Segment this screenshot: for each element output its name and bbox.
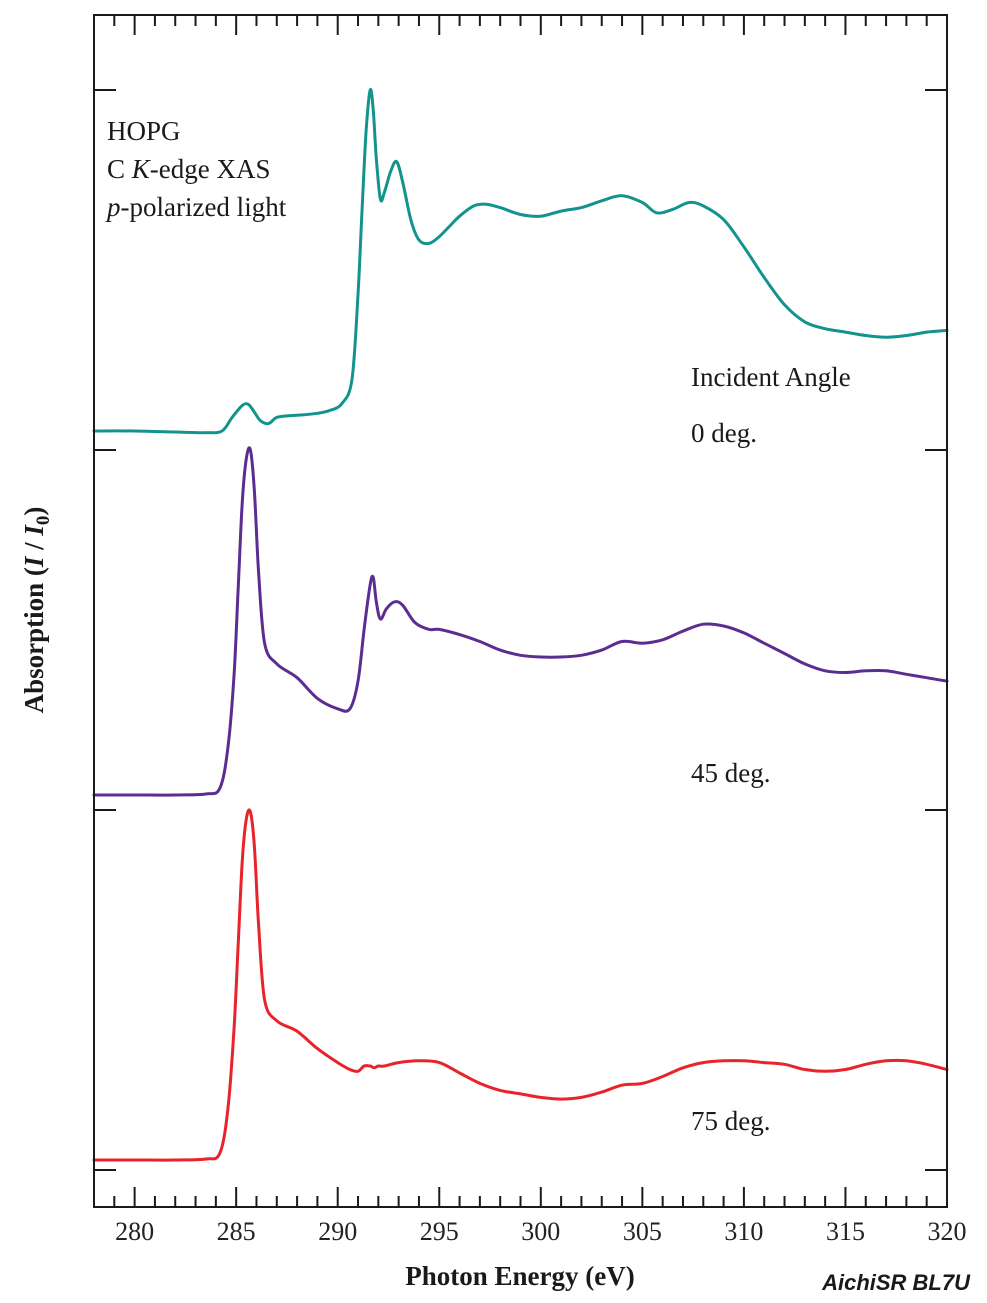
y-axis-title: Absorption (I / I0) <box>19 507 54 714</box>
x-tick-label: 320 <box>928 1217 967 1246</box>
edge-label: C K-edge XAS <box>107 154 271 184</box>
beamline-credit: AichiSR BL7U <box>821 1270 971 1295</box>
x-tick-label: 305 <box>623 1217 662 1246</box>
series-line-45-deg <box>92 446 949 797</box>
x-tick-label: 315 <box>826 1217 865 1246</box>
incident-angle-header: Incident Angle <box>691 362 851 392</box>
x-tick-label: 280 <box>115 1217 154 1246</box>
polarization-label: p-polarized light <box>105 192 287 222</box>
pol-p: p <box>105 192 121 222</box>
plot-frame <box>93 14 948 1208</box>
y-title-i0: I <box>19 524 49 537</box>
spectra <box>92 87 949 1162</box>
series-line-0-deg <box>92 87 949 435</box>
series-line-75-deg <box>92 808 949 1162</box>
y-title-i: I <box>19 555 49 568</box>
x-tick-label: 295 <box>420 1217 459 1246</box>
x-tick-label: 285 <box>217 1217 256 1246</box>
edge-k: K <box>131 154 152 184</box>
x-tick-label: 300 <box>521 1217 560 1246</box>
series-label-75deg: 75 deg. <box>691 1106 770 1136</box>
x-axis-title: Photon Energy (eV) <box>405 1261 634 1291</box>
pol-suffix: -polarized light <box>121 192 287 222</box>
sample-label: HOPG <box>107 116 181 146</box>
series-label-45deg: 45 deg. <box>691 758 770 788</box>
y-title-sub: 0 <box>33 516 54 526</box>
edge-suffix: -edge XAS <box>150 154 271 184</box>
x-tick-label: 310 <box>724 1217 763 1246</box>
axis-ticks <box>93 15 948 1207</box>
edge-prefix: C <box>107 154 132 184</box>
x-tick-labels: 280 285 290 295 300 305 310 315 320 <box>115 1217 966 1246</box>
y-title-suffix: ) <box>19 507 49 516</box>
x-tick-label: 290 <box>318 1217 357 1246</box>
series-label-0deg: 0 deg. <box>691 418 757 448</box>
y-title-sep: / <box>19 536 49 557</box>
y-title-prefix: Absorption ( <box>19 567 49 713</box>
